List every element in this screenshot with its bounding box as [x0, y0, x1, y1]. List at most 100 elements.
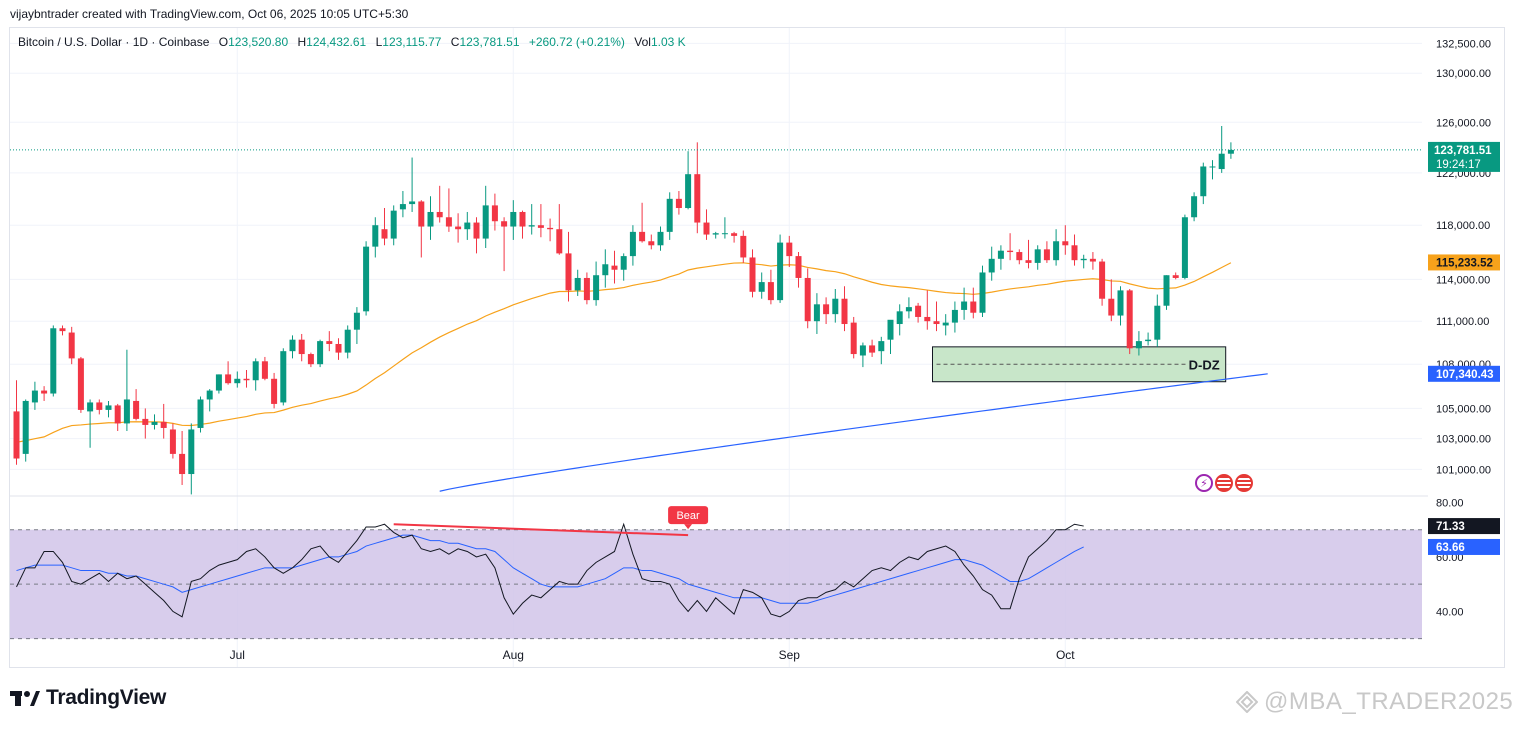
candle[interactable]	[593, 261, 600, 306]
candle[interactable]	[583, 272, 590, 305]
candle[interactable]	[409, 157, 416, 212]
candle[interactable]	[363, 241, 370, 316]
candle[interactable]	[813, 293, 820, 334]
candle[interactable]	[878, 336, 885, 365]
candle[interactable]	[970, 287, 977, 319]
candle[interactable]	[455, 213, 462, 243]
candle[interactable]	[712, 231, 719, 239]
symbol-name[interactable]: Bitcoin / U.S. Dollar · 1D · Coinbase	[18, 35, 210, 49]
candle[interactable]	[1135, 331, 1142, 356]
candle[interactable]	[197, 396, 204, 433]
candle[interactable]	[243, 370, 250, 388]
candle[interactable]	[602, 249, 609, 288]
candle[interactable]	[335, 338, 342, 360]
candle[interactable]	[657, 226, 664, 251]
event-icons[interactable]: ⚡	[1195, 474, 1255, 492]
candle[interactable]	[1053, 229, 1060, 266]
candle[interactable]	[832, 289, 839, 323]
candle[interactable]	[445, 188, 452, 232]
candle[interactable]	[933, 301, 940, 332]
candle[interactable]	[169, 423, 176, 459]
candle[interactable]	[988, 246, 995, 281]
candle[interactable]	[749, 249, 756, 298]
candle[interactable]	[344, 325, 351, 359]
candle[interactable]	[611, 250, 618, 284]
candle[interactable]	[427, 196, 434, 240]
candle[interactable]	[758, 272, 765, 299]
candle[interactable]	[547, 218, 554, 242]
candle[interactable]	[1099, 258, 1106, 306]
candle[interactable]	[685, 151, 692, 210]
candle[interactable]	[326, 331, 333, 352]
candle[interactable]	[87, 399, 94, 448]
candle[interactable]	[1034, 245, 1041, 270]
candle[interactable]	[206, 389, 213, 412]
candle[interactable]	[105, 400, 112, 418]
candle[interactable]	[924, 290, 931, 330]
candle[interactable]	[1016, 249, 1023, 265]
candle[interactable]	[501, 217, 508, 272]
candle[interactable]	[951, 301, 958, 333]
us-flag-icon[interactable]	[1235, 474, 1253, 492]
candle[interactable]	[519, 210, 526, 239]
candle[interactable]	[556, 204, 563, 255]
candle[interactable]	[41, 386, 48, 401]
candle[interactable]	[50, 325, 57, 397]
candle[interactable]	[215, 374, 222, 394]
symbol-legend[interactable]: Bitcoin / U.S. Dollar · 1D · Coinbase O1…	[18, 35, 686, 49]
candle[interactable]	[786, 235, 793, 267]
candle[interactable]	[887, 319, 894, 355]
candle[interactable]	[823, 297, 830, 325]
candle[interactable]	[869, 339, 876, 357]
candle[interactable]	[179, 430, 186, 485]
candle[interactable]	[997, 245, 1004, 270]
candle[interactable]	[731, 231, 738, 243]
candle[interactable]	[491, 193, 498, 231]
candle[interactable]	[234, 371, 241, 388]
candle[interactable]	[22, 399, 29, 462]
candle[interactable]	[905, 297, 912, 319]
candle[interactable]	[804, 268, 811, 329]
candle[interactable]	[1126, 289, 1133, 355]
candle[interactable]	[353, 307, 360, 344]
candle[interactable]	[629, 225, 636, 266]
candle[interactable]	[151, 414, 158, 430]
candle[interactable]	[252, 358, 259, 391]
candle[interactable]	[1025, 239, 1032, 269]
candle[interactable]	[510, 200, 517, 240]
candle[interactable]	[1108, 279, 1115, 322]
candle[interactable]	[1209, 160, 1216, 180]
candle[interactable]	[942, 314, 949, 336]
candle[interactable]	[648, 234, 655, 250]
candle[interactable]	[225, 361, 232, 385]
candle[interactable]	[740, 230, 747, 263]
candle[interactable]	[1154, 294, 1161, 347]
candle[interactable]	[528, 204, 535, 235]
candle[interactable]	[979, 265, 986, 317]
bearish-divergence-line[interactable]	[393, 523, 689, 537]
candle[interactable]	[565, 231, 572, 302]
candle[interactable]	[639, 202, 646, 243]
candle[interactable]	[795, 252, 802, 288]
candle[interactable]	[261, 356, 268, 381]
candle[interactable]	[1089, 252, 1096, 270]
us-flag-icon[interactable]	[1215, 474, 1233, 492]
candle[interactable]	[1191, 192, 1198, 222]
candle[interactable]	[574, 269, 581, 296]
candle[interactable]	[298, 333, 305, 362]
candle[interactable]	[841, 286, 848, 332]
candle[interactable]	[1181, 214, 1188, 280]
candle[interactable]	[68, 326, 75, 365]
candle[interactable]	[381, 208, 388, 246]
candle[interactable]	[96, 399, 103, 415]
candle[interactable]	[280, 348, 287, 406]
candle[interactable]	[1200, 162, 1207, 205]
candle[interactable]	[537, 204, 544, 238]
candle[interactable]	[666, 192, 673, 240]
candle[interactable]	[850, 316, 857, 359]
candle[interactable]	[59, 325, 66, 336]
candle[interactable]	[13, 380, 20, 465]
candle[interactable]	[767, 269, 774, 305]
candle[interactable]	[473, 217, 480, 254]
